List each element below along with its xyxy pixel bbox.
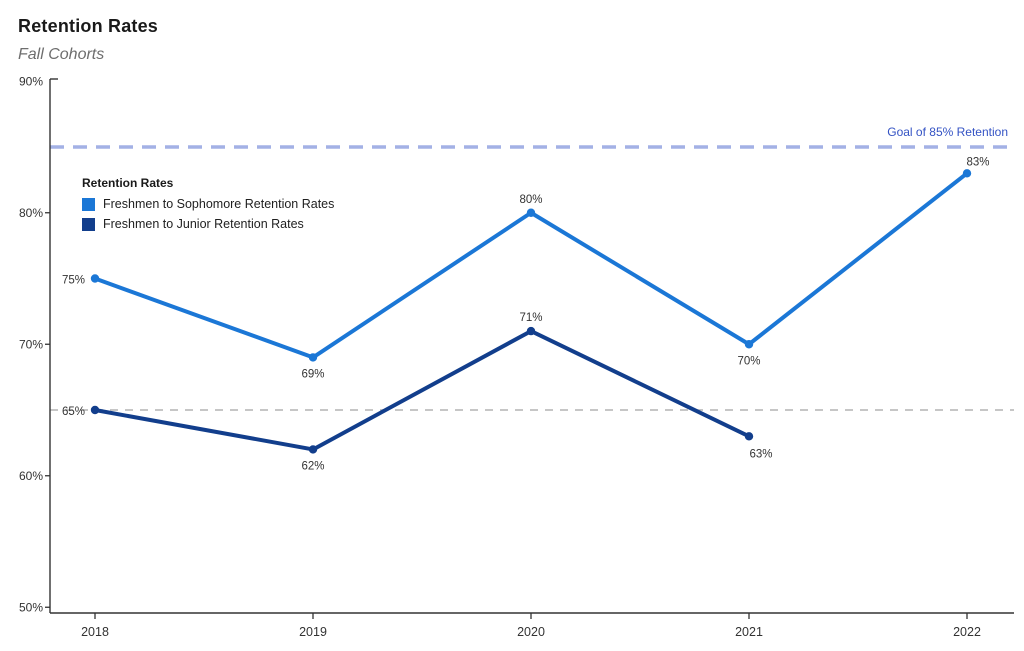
data-point-1-2018	[90, 405, 100, 415]
data-label-1-2021: 63%	[749, 448, 772, 460]
legend-item-freshmen-to-junior[interactable]: Freshmen to Junior Retention Rates	[82, 217, 334, 231]
y-tick-label-60: 60%	[19, 469, 43, 483]
data-point-0-2018	[90, 274, 100, 283]
data-label-1-2018: 65%	[62, 406, 85, 418]
x-tick-label-2018: 2018	[81, 625, 109, 639]
x-tick-label-2021: 2021	[735, 625, 763, 639]
legend-title: Retention Rates	[82, 176, 174, 190]
legend-swatch-sophomore	[82, 197, 95, 211]
legend-label-junior: Freshmen to Junior Retention Rates	[103, 217, 304, 231]
data-point-1-2020	[526, 326, 536, 336]
legend-item-freshmen-to-sophomore[interactable]: Freshmen to Sophomore Retention Rates	[82, 197, 334, 211]
x-tick-label-2022: 2022	[953, 625, 981, 639]
data-label-1-2019: 62%	[301, 460, 324, 472]
data-label-0-2018: 75%	[62, 275, 85, 287]
chart-subtitle: Fall Cohorts	[18, 46, 105, 63]
legend: Retention Rates Freshmen to Sophomore Re…	[82, 176, 334, 237]
y-tick-label-80: 80%	[19, 206, 43, 220]
legend-swatch-junior	[82, 217, 95, 231]
data-point-0-2019	[308, 353, 318, 362]
y-tick-label-90: 90%	[19, 74, 43, 88]
goal-line-label: Goal of 85% Retention	[887, 125, 1008, 139]
data-label-0-2022: 83%	[966, 156, 989, 168]
x-tick-label-2020: 2020	[517, 625, 545, 639]
data-label-0-2019: 69%	[301, 368, 324, 380]
y-tick-label-50: 50%	[19, 600, 43, 614]
series-line-1	[93, 329, 751, 452]
legend-label-sophomore: Freshmen to Sophomore Retention Rates	[103, 197, 335, 211]
data-point-0-2022	[962, 169, 972, 178]
data-label-0-2020: 80%	[519, 194, 542, 206]
data-point-1-2019	[308, 445, 318, 454]
data-label-1-2020: 71%	[519, 312, 542, 324]
data-point-1-2021	[744, 432, 754, 441]
x-tick-label-2019: 2019	[299, 625, 327, 639]
data-point-0-2020	[526, 208, 536, 217]
y-tick-label-70: 70%	[19, 337, 43, 351]
data-label-0-2021: 70%	[737, 355, 760, 367]
chart-title: Retention Rates	[18, 16, 159, 36]
data-point-0-2021	[744, 340, 754, 349]
